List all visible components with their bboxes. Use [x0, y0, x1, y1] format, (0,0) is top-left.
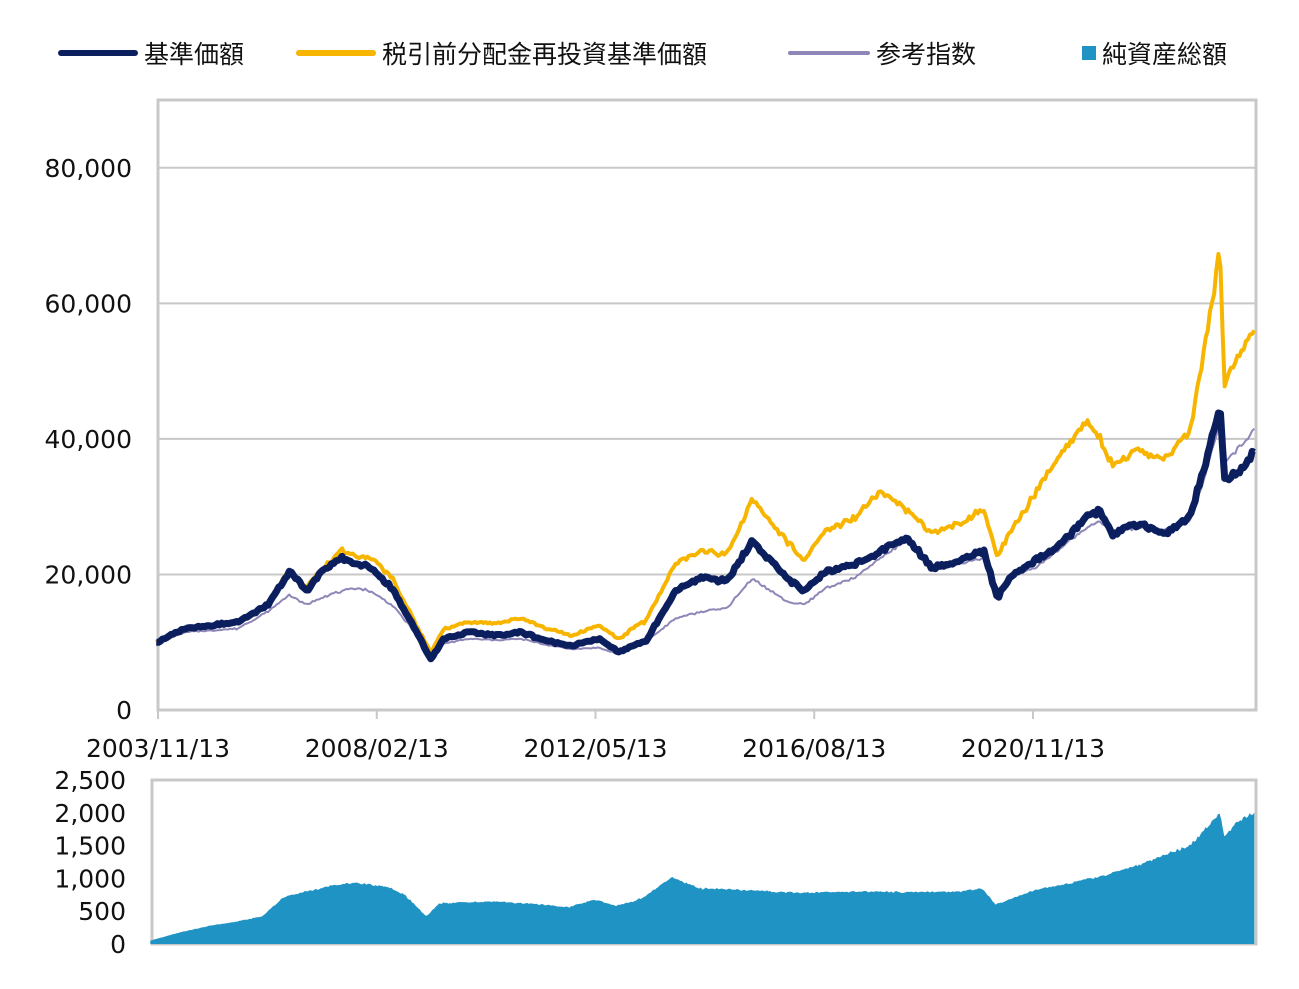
main-y-tick-label: 60,000 [45, 289, 132, 318]
legend-label-nav: 基準価額 [144, 40, 245, 69]
legend-swatch-reinvested-nav [296, 50, 376, 56]
main-chart-frame [156, 98, 1258, 719]
legend-swatch-reference-index [788, 51, 870, 55]
legend-item-nav: 基準価額 [58, 33, 244, 73]
legend-label-reference-index: 参考指数 [876, 40, 977, 69]
legend-item-reinvested-nav: 税引前分配金再投資基準価額 [296, 33, 707, 73]
main-y-tick-label: 20,000 [45, 560, 132, 589]
sub-y-tick-label: 0 [110, 930, 126, 959]
legend-swatch-nav [58, 50, 138, 56]
main-x-tick-label: 2012/05/13 [523, 734, 667, 763]
net-assets-area-chart: 0 500 1,000 1,500 2,000 2,500 [54, 770, 1258, 959]
legend-item-net-assets: 純資産総額 [1082, 33, 1227, 73]
nav-line-chart: 0 20,000 40,000 60,000 80,000 2003/11/13 2008… [45, 98, 1258, 763]
legend-swatch-net-assets [1082, 46, 1096, 60]
main-chart-series [154, 252, 1257, 663]
main-x-tick-label: 2020/11/13 [961, 734, 1105, 763]
main-y-tick-label: 0 [116, 696, 132, 725]
legend-item-reference-index: 参考指数 [788, 33, 976, 73]
series-area-net-assets [150, 812, 1255, 944]
sub-chart-series [150, 812, 1255, 944]
series-line-reinvested-nav [155, 252, 1257, 655]
series-line-reference-index [156, 424, 1255, 657]
legend: 基準価額 税引前分配金再投資基準価額 参考指数 純資産総額 [0, 0, 1299, 90]
sub-y-tick-label: 1,000 [54, 864, 126, 893]
legend-label-reinvested-nav: 税引前分配金再投資基準価額 [382, 40, 708, 69]
main-y-tick-label: 80,000 [45, 154, 132, 183]
sub-chart-y-tick-labels: 0 500 1,000 1,500 2,000 2,500 [54, 770, 126, 959]
sub-y-tick-label: 1,500 [54, 832, 126, 861]
sub-y-tick-label: 2,000 [54, 799, 126, 828]
main-y-tick-label: 40,000 [45, 425, 132, 454]
series-line-nav [154, 409, 1256, 663]
main-chart-y-tick-labels: 0 20,000 40,000 60,000 80,000 [45, 154, 132, 725]
main-x-tick-label: 2003/11/13 [86, 734, 230, 763]
legend-label-net-assets: 純資産総額 [1102, 40, 1228, 69]
sub-y-tick-label: 2,500 [54, 770, 126, 795]
main-plot-border [156, 98, 1258, 712]
main-chart-x-tick-labels: 2003/11/13 2008/02/13 2012/05/13 2016/08/13… [86, 734, 1105, 763]
sub-y-tick-label: 500 [78, 897, 126, 926]
main-x-tick-label: 2008/02/13 [305, 734, 449, 763]
main-x-tick-label: 2016/08/13 [742, 734, 886, 763]
